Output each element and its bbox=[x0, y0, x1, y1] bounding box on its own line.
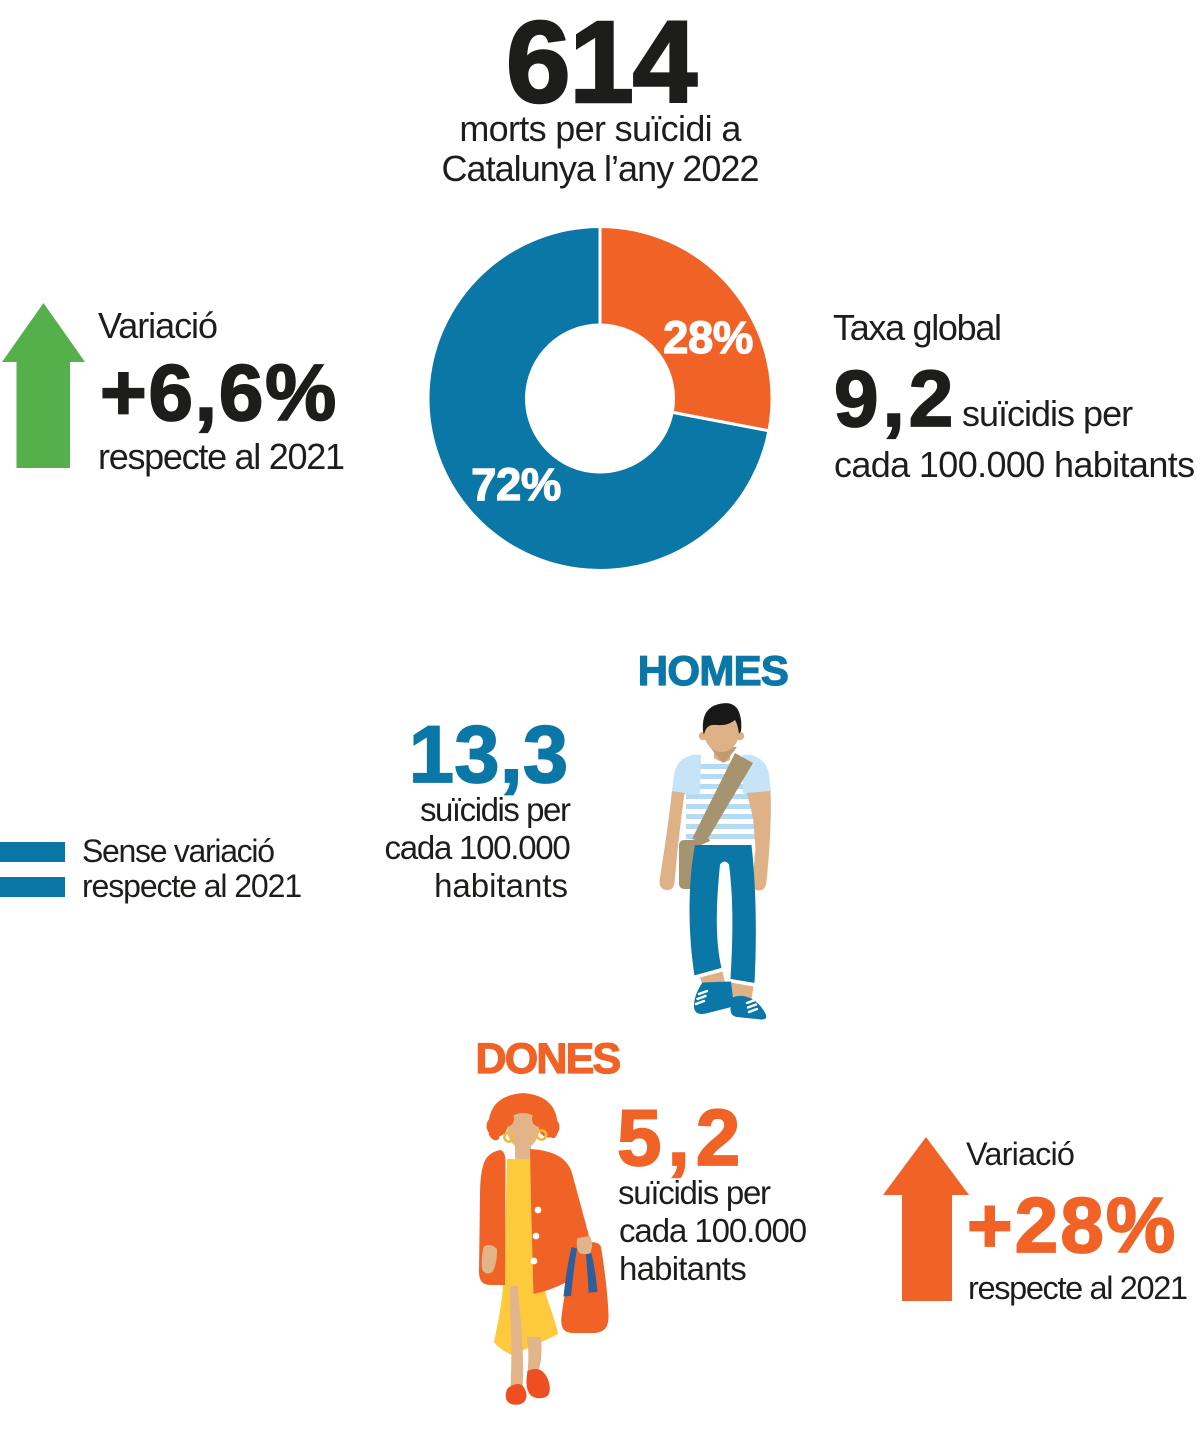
svg-text:habitants: habitants bbox=[619, 1250, 746, 1287]
svg-text:respecte al 2021: respecte al 2021 bbox=[968, 1270, 1187, 1306]
svg-text:DONES: DONES bbox=[476, 1035, 620, 1083]
svg-text:Variació: Variació bbox=[98, 305, 217, 346]
svg-text:9,2: 9,2 bbox=[834, 354, 957, 443]
svg-text:HOMES: HOMES bbox=[638, 647, 789, 694]
svg-text:13,3: 13,3 bbox=[409, 710, 569, 800]
svg-text:Catalunya l’any 2022: Catalunya l’any 2022 bbox=[441, 148, 758, 189]
svg-text:cada 100.000 habitants: cada 100.000 habitants bbox=[834, 444, 1194, 485]
svg-text:suïcidis per: suïcidis per bbox=[420, 791, 571, 828]
svg-text:suïcidis per: suïcidis per bbox=[618, 1174, 771, 1211]
svg-text:Taxa global: Taxa global bbox=[833, 307, 1001, 348]
svg-text:morts per suïcidi a: morts per suïcidi a bbox=[459, 108, 742, 149]
svg-text:+28%: +28% bbox=[967, 1181, 1177, 1269]
svg-text:cada 100.000: cada 100.000 bbox=[384, 829, 570, 866]
svg-text:Variació: Variació bbox=[966, 1136, 1074, 1172]
svg-text:habitants: habitants bbox=[434, 867, 568, 904]
svg-text:respecte al 2021: respecte al 2021 bbox=[82, 868, 301, 904]
svg-text:Sense variació: Sense variació bbox=[82, 833, 274, 869]
svg-text:cada 100.000: cada 100.000 bbox=[619, 1212, 807, 1249]
svg-text:72%: 72% bbox=[471, 459, 561, 510]
svg-text:28%: 28% bbox=[663, 312, 753, 363]
svg-text:suïcidis per: suïcidis per bbox=[962, 393, 1133, 434]
svg-text:+6,6%: +6,6% bbox=[100, 348, 338, 437]
svg-text:614: 614 bbox=[506, 0, 697, 127]
svg-text:5,2: 5,2 bbox=[617, 1093, 746, 1182]
svg-text:respecte al 2021: respecte al 2021 bbox=[98, 436, 344, 477]
